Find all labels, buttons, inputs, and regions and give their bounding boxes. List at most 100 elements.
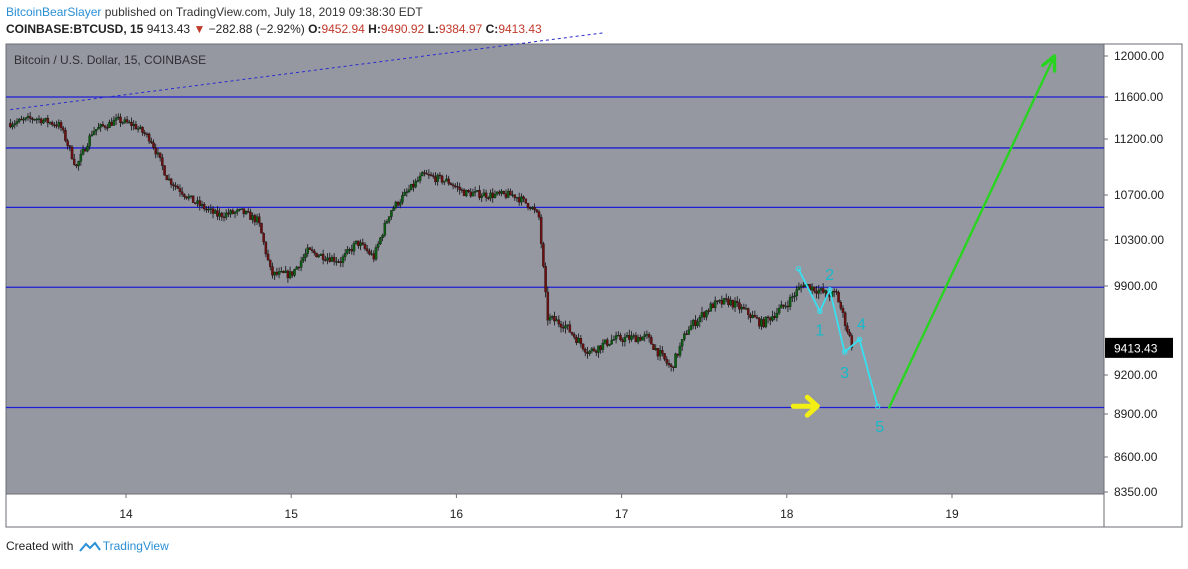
candle-body (110, 121, 113, 126)
target-arrow-line[interactable] (888, 54, 1056, 409)
candle-body (352, 243, 356, 252)
candle-body (28, 116, 32, 119)
candle-body (824, 290, 827, 293)
candle-body (722, 298, 726, 305)
open-label: O: (308, 22, 322, 36)
candle-body (747, 308, 750, 315)
candle-body (584, 348, 587, 353)
candle-body (20, 118, 23, 121)
candle-body (678, 345, 682, 356)
chart-title: Bitcoin / U.S. Dollar, 15, COINBASE (14, 53, 206, 67)
candle-body (66, 140, 69, 146)
candle-body (786, 305, 790, 308)
candle-body (623, 337, 627, 342)
candle-body (246, 210, 250, 213)
candle-body (310, 249, 314, 252)
yellow-arrow-icon (790, 394, 820, 418)
candle-body (577, 338, 580, 343)
candle-body (158, 152, 162, 158)
candle-body (255, 216, 259, 223)
x-tick-label: 15 (285, 507, 299, 521)
wave-projection-line[interactable] (797, 268, 879, 407)
candle-body (465, 190, 468, 197)
created-with-text: Created with (6, 539, 74, 553)
candle-body (482, 192, 486, 197)
last-price-tag (1105, 337, 1173, 358)
candle-body (744, 308, 748, 310)
candle-body (617, 334, 620, 337)
price-scale[interactable] (1104, 44, 1182, 494)
candle-body (656, 348, 660, 357)
candle-body (564, 325, 567, 329)
candle-body (639, 337, 642, 341)
candle-body (328, 257, 331, 262)
candle-body (147, 133, 151, 142)
candle-body (546, 291, 550, 321)
candle-body (612, 339, 616, 341)
author-link[interactable]: BitcoinBearSlayer (6, 5, 102, 19)
candle-body (760, 319, 763, 327)
candle-body (698, 317, 702, 322)
candle-body (601, 342, 605, 350)
candle-body (381, 235, 384, 239)
candle-body (398, 202, 402, 206)
candle-body (570, 332, 574, 335)
candle-body (277, 271, 281, 275)
candle-body (139, 126, 142, 129)
candle-body (696, 321, 699, 327)
trendline-dashed[interactable] (10, 32, 606, 111)
tradingview-logo-icon (78, 541, 101, 552)
candle-body (509, 190, 512, 196)
candle-body (753, 314, 757, 318)
candle-body (711, 303, 715, 309)
candle-body (561, 327, 565, 329)
candle-body (209, 208, 213, 210)
y-tick-label: 8900.00 (1114, 407, 1158, 421)
candle-body (22, 118, 25, 121)
candle-body (572, 334, 576, 338)
candle-body (273, 271, 276, 276)
last-price-label: 9413.43 (1114, 341, 1158, 355)
candle-body (64, 129, 67, 141)
plot-area[interactable] (6, 44, 1104, 494)
candle-body (625, 335, 629, 338)
candle-body (37, 118, 41, 120)
candle-body (145, 133, 149, 135)
candle-body (77, 161, 80, 167)
time-scale[interactable] (6, 494, 1104, 527)
candle-body (99, 124, 102, 128)
candle-body (346, 249, 349, 254)
candle-body (42, 120, 45, 124)
candle-body (456, 186, 459, 188)
candle-body (467, 190, 470, 192)
candle-body (850, 335, 854, 348)
candle-body (211, 208, 215, 214)
candle-body (280, 271, 283, 273)
candle-body (443, 180, 446, 183)
candle-body (672, 366, 675, 368)
candle-body (84, 148, 87, 152)
candle-body (645, 334, 649, 336)
candle-body (15, 121, 19, 124)
candle-body (251, 215, 254, 220)
candle-body (462, 189, 466, 197)
candle-body (445, 178, 448, 182)
candle-body (797, 286, 801, 290)
x-tick-label: 16 (450, 507, 464, 521)
candle-body (832, 290, 836, 293)
candle-body (636, 337, 640, 343)
tradingview-link[interactable]: TradingView (102, 539, 169, 553)
low-label: L: (427, 22, 439, 36)
y-tick-label: 9200.00 (1114, 368, 1158, 382)
candle-body (374, 247, 378, 260)
candle-body (108, 121, 111, 128)
candle-body (819, 288, 823, 291)
candle-body (495, 191, 499, 195)
candle-body (793, 295, 796, 298)
candle-body (667, 363, 671, 366)
candle-body (691, 320, 695, 326)
candle-body (846, 325, 849, 333)
wave-label-1: 1 (815, 322, 824, 339)
